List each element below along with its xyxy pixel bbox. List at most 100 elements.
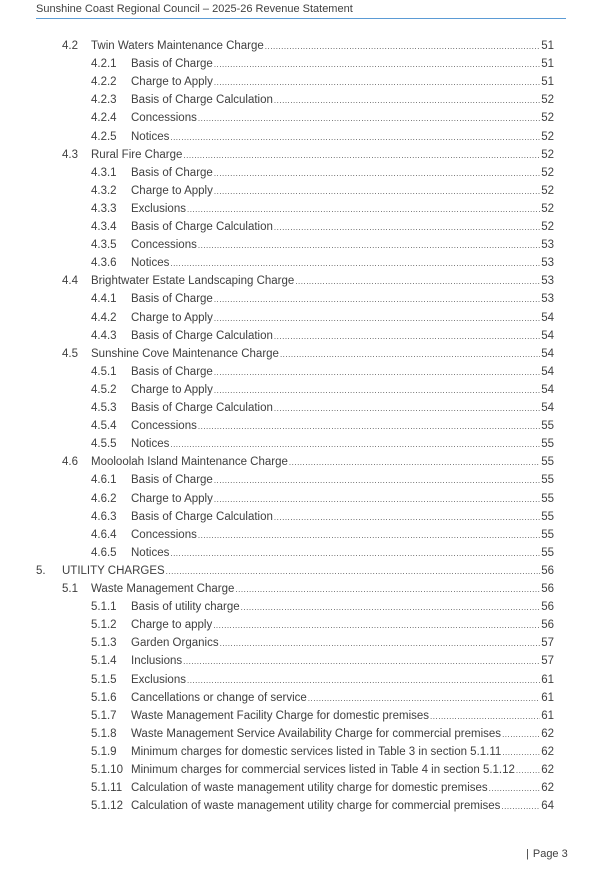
- toc-entry[interactable]: 5.1.1 Basis of utility charge 56: [91, 598, 554, 616]
- toc-entry-page: 55: [541, 420, 554, 433]
- toc-entry-number: 4.4.1: [91, 293, 117, 306]
- toc-entry-title: Notices: [131, 438, 170, 451]
- toc-dot-leader: [274, 328, 540, 346]
- toc-entry-page: 56: [541, 601, 554, 614]
- toc-entry-number: 5.: [36, 564, 46, 577]
- toc-dot-leader: [198, 237, 540, 255]
- toc-entry[interactable]: 4.5.5 Notices 55: [91, 435, 554, 453]
- toc-entry-title: Exclusions: [131, 202, 186, 215]
- toc-entry-title: Basis of utility charge: [131, 601, 240, 614]
- toc-entry[interactable]: 4.6 Mooloolah Island Maintenance Charge 55: [62, 453, 554, 471]
- toc-entry-title: Basis of Charge Calculation: [131, 510, 273, 523]
- toc-entry[interactable]: 5.1.10 Minimum charges for commercial ser…: [91, 761, 554, 779]
- toc-entry[interactable]: 4.3.1 Basis of Charge 52: [91, 164, 554, 182]
- toc-entry[interactable]: 4.3.6 Notices 53: [91, 254, 554, 272]
- toc-entry[interactable]: 4.6.4 Concessions 55: [91, 526, 554, 544]
- toc-entry[interactable]: 4.4 Brightwater Estate Landscaping Charge…: [62, 272, 554, 290]
- toc-entry[interactable]: 5.1.5 Exclusions 61: [91, 671, 554, 689]
- toc-entry[interactable]: 4.5.1 Basis of Charge 54: [91, 363, 554, 381]
- page-number: Page 3: [532, 848, 568, 860]
- toc-entry-page: 57: [541, 637, 554, 650]
- toc-entry-page: 51: [541, 40, 554, 52]
- toc-entry-title: Minimum charges for commercial services …: [131, 764, 515, 776]
- document-title: Sunshine Coast Regional Council – 2025-2…: [36, 3, 353, 15]
- toc-entry-page: 52: [541, 94, 554, 107]
- toc-entry[interactable]: 5.1.11 Calculation of waste management ut…: [91, 779, 554, 797]
- toc-entry-page: 55: [541, 528, 554, 541]
- toc-dot-leader: [502, 726, 540, 744]
- toc-entry[interactable]: 4.3.2 Charge to Apply 52: [91, 182, 554, 200]
- toc-entry[interactable]: 4.2.3 Basis of Charge Calculation 52: [91, 91, 554, 109]
- toc-entry-page: 55: [541, 456, 554, 469]
- toc-entry[interactable]: 5.1.12 Calculation of waste management ut…: [91, 797, 554, 815]
- toc-dot-leader: [274, 509, 540, 527]
- toc-entry[interactable]: 4.2 Twin Waters Maintenance Charge 51: [62, 37, 554, 55]
- toc-entry[interactable]: 4.2.4 Concessions 52: [91, 109, 554, 127]
- toc-entry[interactable]: 4.3.5 Concessions 53: [91, 236, 554, 254]
- toc-entry-title: Concessions: [131, 239, 197, 252]
- toc-entry[interactable]: 5.1.7 Waste Management Facility Charge fo…: [91, 707, 554, 725]
- toc-entry[interactable]: 4.6.2 Charge to Apply 55: [91, 490, 554, 508]
- toc-entry[interactable]: 4.3.3 Exclusions 52: [91, 200, 554, 218]
- toc-entry-page: 57: [541, 655, 554, 668]
- toc-entry-title: Garden Organics: [131, 637, 219, 650]
- toc-entry-page: 55: [541, 474, 554, 487]
- toc-entry[interactable]: 4.3.4 Basis of Charge Calculation 52: [91, 218, 554, 236]
- toc-entry-title: Calculation of waste management utility …: [131, 782, 488, 795]
- toc-entry-number: 5.1.9: [91, 745, 117, 758]
- toc-entry-page: 62: [541, 727, 554, 740]
- toc-entry-number: 4.3.5: [91, 239, 117, 252]
- toc-entry-title: Waste Management Service Availability Ch…: [131, 727, 502, 740]
- toc-entry[interactable]: 5.1.8 Waste Management Service Availabili…: [91, 725, 554, 743]
- toc-entry[interactable]: 4.2.2 Charge to Apply 51: [91, 73, 554, 91]
- toc-entry-number: 5.1.2: [91, 619, 117, 632]
- toc-dot-leader: [198, 527, 540, 545]
- toc-dot-leader: [489, 780, 541, 798]
- toc-entry[interactable]: 4.6.3 Basis of Charge Calculation 55: [91, 508, 554, 526]
- toc-entry-number: 4.6.3: [91, 510, 117, 523]
- toc-dot-leader: [214, 491, 540, 509]
- toc-entry[interactable]: 4.4.2 Charge to Apply 54: [91, 309, 554, 327]
- toc-entry[interactable]: 4.2.5 Notices 52: [91, 128, 554, 146]
- toc-dot-leader: [170, 255, 540, 273]
- toc-entry[interactable]: 5.1.6 Cancellations or change of service 6…: [91, 689, 554, 707]
- toc-entry-page: 53: [541, 293, 554, 306]
- running-header: Sunshine Coast Regional Council – 2025-2…: [36, 3, 566, 19]
- toc-entry-number: 4.6.2: [91, 492, 117, 505]
- toc-dot-leader: [214, 74, 540, 92]
- toc-entry-title: Waste Management Charge: [91, 583, 235, 595]
- toc-entry-title: Minimum charges for domestic services li…: [131, 745, 502, 758]
- toc-dot-leader: [214, 364, 540, 382]
- toc-entry[interactable]: 5.1.9 Minimum charges for domestic servic…: [91, 743, 554, 761]
- toc-entry-page: 52: [541, 166, 554, 179]
- toc-entry[interactable]: 4.4.1 Basis of Charge 53: [91, 290, 554, 308]
- toc-entry[interactable]: 4.5.3 Basis of Charge Calculation 54: [91, 399, 554, 417]
- toc-entry-title: Calculation of waste management utility …: [131, 800, 501, 813]
- toc-entry[interactable]: 4.3 Rural Fire Charge 52: [62, 146, 554, 164]
- toc-entry[interactable]: 4.6.1 Basis of Charge 55: [91, 471, 554, 489]
- toc-entry[interactable]: 4.5.2 Charge to Apply 54: [91, 381, 554, 399]
- toc-entry-number: 5.1.12: [91, 800, 123, 813]
- toc-entry[interactable]: 5.1 Waste Management Charge 56: [62, 580, 554, 598]
- toc-entry-number: 4.6.1: [91, 474, 117, 487]
- toc-entry[interactable]: 4.2.1 Basis of Charge 51: [91, 55, 554, 73]
- toc-entry-page: 54: [541, 383, 554, 396]
- toc-entry-number: 4.5.2: [91, 383, 117, 396]
- toc-entry-title: Basis of Charge: [131, 293, 213, 306]
- toc-entry[interactable]: 5.1.2 Charge to apply 56: [91, 616, 554, 634]
- toc-dot-leader: [214, 472, 540, 490]
- toc-entry[interactable]: 5. UTILITY CHARGES 56: [36, 562, 554, 580]
- toc-entry[interactable]: 5.1.4 Inclusions 57: [91, 652, 554, 670]
- toc-entry-number: 4.2.2: [91, 76, 117, 89]
- toc-entry-number: 4.6.4: [91, 528, 117, 541]
- toc-entry-title: Basis of Charge: [131, 365, 213, 378]
- toc-entry[interactable]: 5.1.3 Garden Organics 57: [91, 634, 554, 652]
- toc-entry-title: Inclusions: [131, 655, 183, 668]
- toc-entry[interactable]: 4.5.4 Concessions 55: [91, 417, 554, 435]
- toc-entry[interactable]: 4.5 Sunshine Cove Maintenance Charge 54: [62, 345, 554, 363]
- toc-entry-number: 4.3.4: [91, 221, 117, 233]
- toc-entry-title: Basis of Charge Calculation: [131, 329, 273, 342]
- toc-entry[interactable]: 4.6.5 Notices 55: [91, 544, 554, 562]
- toc-entry[interactable]: 4.4.3 Basis of Charge Calculation 54: [91, 327, 554, 345]
- toc-dot-leader: [214, 56, 540, 74]
